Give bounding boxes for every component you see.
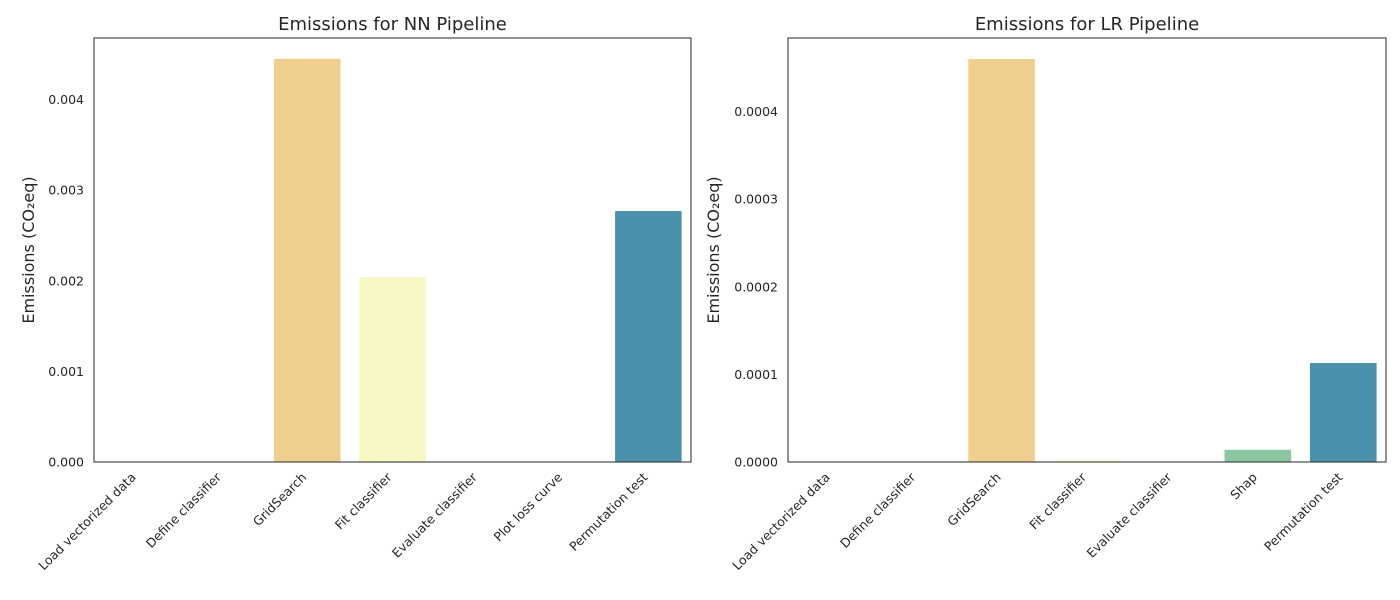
x-tick-label: Fit classifier xyxy=(1026,469,1089,532)
x-tick-label: Define classifier xyxy=(143,469,225,551)
x-tick-label: Evaluate classifier xyxy=(1083,469,1175,561)
x-tick-label: Shap xyxy=(1227,469,1260,502)
x-tick-label: Load vectorized data xyxy=(729,470,833,574)
x-tick-label: Fit classifier xyxy=(332,469,395,532)
bar-gridsearch xyxy=(968,59,1035,463)
bar-gridsearch xyxy=(273,58,341,463)
y-tick-label: 0.000 xyxy=(48,455,84,470)
y-tick-label: 0.0002 xyxy=(734,279,778,294)
bar-permutation-test xyxy=(1309,363,1377,462)
y-tick-label: 0.002 xyxy=(48,273,84,288)
x-tick-label: GridSearch xyxy=(944,470,1004,530)
chart-panel-1: Emissions for NN Pipeline Emissions (CO₂e… xyxy=(19,14,692,574)
x-tick-label: Evaluate classifier xyxy=(389,469,481,561)
x-tick-label: Permutation test xyxy=(1261,469,1345,553)
chart-title: Emissions for NN Pipeline xyxy=(278,14,507,35)
x-tick-label: GridSearch xyxy=(250,470,310,530)
x-tick-label: Load vectorized data xyxy=(35,470,139,574)
chart-title: Emissions for LR Pipeline xyxy=(975,14,1199,35)
y-axis-label: Emissions (CO₂eq) xyxy=(704,176,723,323)
y-axis-label: Emissions (CO₂eq) xyxy=(19,176,38,323)
y-tick-label: 0.004 xyxy=(48,92,84,107)
plot-frame xyxy=(787,37,1387,463)
bar-shap xyxy=(1224,449,1292,462)
chart-panel-2: Emissions for LR Pipeline Emissions (CO₂e… xyxy=(704,14,1387,574)
bar-fit-classifier xyxy=(359,277,426,462)
y-tick-label: 0.001 xyxy=(48,364,84,379)
bar-fit-classifier xyxy=(1053,460,1121,462)
x-tick-label: Plot loss curve xyxy=(490,469,565,544)
y-tick-label: 0.003 xyxy=(48,183,84,198)
plot-frame xyxy=(93,37,692,463)
y-tick-label: 0.0000 xyxy=(734,455,778,470)
bar-permutation-test xyxy=(615,211,682,462)
x-tick-label: Permutation test xyxy=(566,469,650,553)
y-tick-label: 0.0004 xyxy=(734,104,778,119)
y-tick-label: 0.0003 xyxy=(734,192,778,207)
y-tick-label: 0.0001 xyxy=(734,367,778,382)
x-tick-label: Define classifier xyxy=(837,469,919,551)
